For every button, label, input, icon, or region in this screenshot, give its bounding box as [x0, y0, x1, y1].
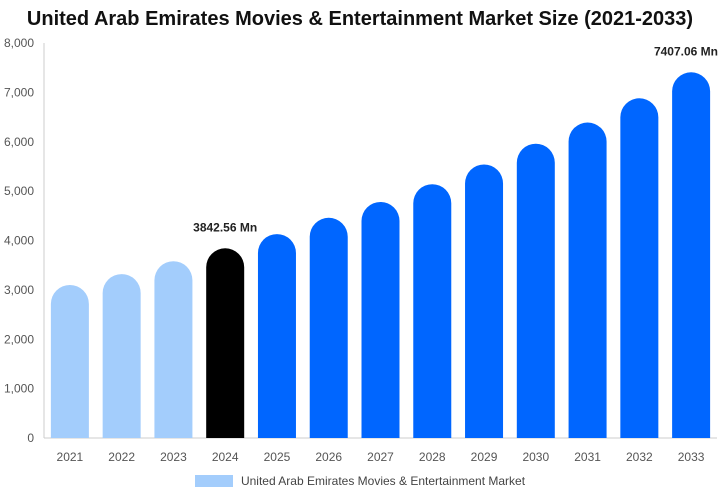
bar-2031: [568, 122, 607, 438]
x-tick-label: 2023: [160, 450, 187, 464]
bar-2025: [257, 234, 296, 438]
x-tick-label: 2027: [367, 450, 394, 464]
x-tick-label: 2026: [315, 450, 342, 464]
bar-2023: [154, 261, 193, 438]
chart-title: United Arab Emirates Movies & Entertainm…: [26, 8, 694, 30]
bar-2026: [309, 217, 348, 438]
bar-2027: [361, 201, 400, 438]
x-tick-label: 2031: [574, 450, 601, 464]
x-tick-label: 2030: [522, 450, 549, 464]
bars: [50, 72, 711, 438]
bar-2029: [465, 164, 504, 438]
x-tick-label: 2028: [419, 450, 446, 464]
x-tick-label: 2024: [212, 450, 239, 464]
y-tick-label: 1,000: [4, 382, 34, 396]
x-tick-label: 2021: [57, 450, 84, 464]
bar-2033: [672, 72, 711, 438]
x-tick-label: 2029: [471, 450, 498, 464]
y-tick-label: 0: [27, 431, 34, 445]
data-label-2033: 7407.06 Mn: [654, 44, 718, 58]
legend-swatch: [194, 475, 233, 487]
bar-2028: [413, 184, 452, 438]
legend-label: United Arab Emirates Movies & Entertainm…: [240, 474, 526, 488]
x-axis: 2021 2022 2023 2024 2025 2026 2027 2028 2029 2030…: [44, 437, 717, 464]
y-tick-label: 5,000: [4, 184, 34, 198]
y-tick-label: 7,000: [4, 85, 34, 99]
y-tick-label: 2,000: [4, 332, 34, 346]
data-label-2024: 3842.56 Mn: [193, 220, 257, 234]
y-tick-label: 3,000: [4, 283, 34, 297]
x-tick-label: 2025: [264, 450, 291, 464]
y-tick-label: 4,000: [4, 234, 34, 248]
x-tick-label: 2032: [626, 450, 653, 464]
x-tick-label: 2033: [678, 450, 705, 464]
bar-2024: [206, 248, 245, 438]
bar-2032: [620, 98, 659, 438]
bar-2030: [516, 143, 555, 438]
bar-2022: [102, 274, 141, 438]
y-tick-label: 6,000: [4, 135, 34, 149]
bar-2021: [50, 284, 89, 438]
data-labels: 3842.56 Mn 7407.06 Mn: [193, 44, 718, 234]
y-tick-label: 8,000: [4, 36, 34, 50]
legend: United Arab Emirates Movies & Entertainm…: [0, 474, 720, 488]
y-axis: 0 1,000 2,000 3,000 4,000 5,000 6,000 7,000 8,00…: [4, 36, 45, 445]
x-tick-label: 2022: [108, 450, 135, 464]
